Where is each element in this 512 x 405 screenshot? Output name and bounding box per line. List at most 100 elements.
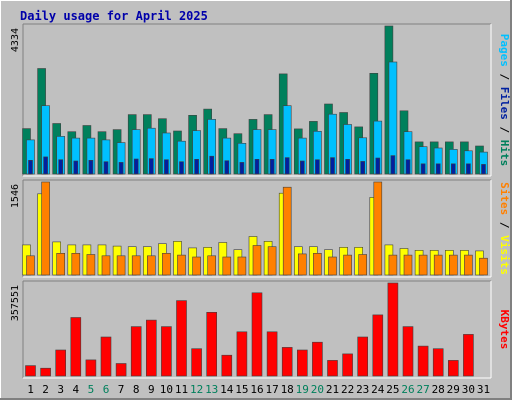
chart-title: Daily usage for April 2025: [20, 9, 208, 23]
panel-visits_sites: 1546 Sites / Visits: [10, 179, 511, 278]
bar-kbytes-day-26: [402, 326, 414, 377]
x-tick-day-7: 7: [118, 383, 125, 396]
bar-kbytes-day-28: [432, 348, 444, 377]
bar-kbytes-day-7: [115, 363, 127, 377]
x-tick-day-4: 4: [72, 383, 79, 396]
panel-hits_files_pages: 4334 Pages / Files / Hits: [10, 23, 511, 177]
bar-kbytes-day-24: [372, 314, 384, 377]
x-tick-day-17: 17: [265, 383, 278, 396]
side-label-part: /: [498, 215, 511, 235]
x-tick-day-16: 16: [250, 383, 263, 396]
x-tick-day-2: 2: [42, 383, 49, 396]
x-tick-day-22: 22: [341, 383, 354, 396]
bar-kbytes-day-15: [236, 331, 248, 377]
bar-sites-day-20: [313, 253, 322, 276]
bar-files-day-4: [73, 160, 79, 175]
bar-files-day-12: [194, 159, 199, 175]
x-tick-day-24: 24: [371, 383, 385, 396]
bar-sites-day-30: [464, 254, 473, 276]
x-tick-day-20: 20: [311, 383, 324, 396]
bar-kbytes-day-22: [342, 353, 353, 377]
bar-sites-day-8: [131, 255, 141, 276]
x-tick-day-28: 28: [432, 383, 445, 396]
bar-sites-day-27: [418, 254, 428, 276]
side-label-part: KBytes: [498, 310, 511, 350]
bar-sites-day-12: [192, 256, 201, 276]
bar-files-day-5: [88, 160, 94, 175]
panel-max-label: 1546: [10, 184, 21, 208]
bar-kbytes-day-13: [206, 311, 217, 377]
bar-files-day-29: [450, 163, 456, 175]
x-tick-day-27: 27: [416, 383, 429, 396]
bar-kbytes-day-2: [40, 367, 51, 377]
bar-sites-day-7: [116, 255, 126, 276]
bar-files-day-31: [481, 164, 486, 175]
bar-files-day-13: [209, 155, 214, 175]
x-tick-day-5: 5: [88, 383, 95, 396]
side-label-part: Visits: [498, 235, 511, 275]
bar-sites-day-18: [282, 186, 292, 276]
bar-kbytes-day-25: [387, 282, 399, 377]
bar-sites-day-31: [479, 257, 488, 276]
bar-kbytes-day-19: [296, 349, 308, 377]
bar-sites-day-23: [358, 254, 368, 276]
bar-files-day-27: [420, 163, 426, 175]
bar-sites-day-1: [26, 255, 35, 276]
bar-files-day-15: [239, 162, 245, 175]
side-label-part: Sites: [498, 182, 511, 215]
bar-sites-day-9: [147, 255, 156, 276]
bar-files-day-6: [103, 161, 109, 175]
bar-files-day-11: [179, 161, 184, 175]
side-label-part: /: [498, 120, 511, 140]
panel-side-label: KBytes: [498, 310, 511, 350]
bar-sites-day-13: [207, 255, 216, 276]
bar-files-day-23: [360, 161, 366, 175]
x-tick-day-18: 18: [281, 383, 294, 396]
bar-kbytes-day-10: [161, 326, 172, 377]
bar-sites-day-22: [343, 254, 352, 276]
bar-sites-day-24: [373, 181, 383, 276]
bar-sites-day-5: [86, 254, 96, 276]
bar-kbytes-day-14: [221, 354, 233, 377]
side-label-part: /: [498, 67, 511, 87]
bar-kbytes-day-3: [55, 349, 67, 377]
bar-kbytes-day-20: [312, 341, 323, 377]
x-tick-day-6: 6: [103, 383, 110, 396]
x-tick-day-29: 29: [447, 383, 460, 396]
bar-files-day-28: [435, 163, 441, 175]
bar-kbytes-day-17: [266, 331, 278, 377]
bar-kbytes-day-16: [251, 292, 263, 377]
x-tick-day-19: 19: [296, 383, 309, 396]
x-tick-labels: 1 2 3 4 5 6 7 8 9 10 11 12 13 14 15 16 17 18 19 20 21 22 23 24 2…: [27, 383, 490, 396]
bar-kbytes-day-23: [357, 336, 369, 377]
bar-files-day-16: [254, 159, 260, 175]
bar-sites-day-11: [177, 254, 186, 276]
bar-files-day-14: [224, 160, 230, 175]
panels-group: 4334 Pages / Files / Hits 1546 Sites / Visi…: [10, 23, 511, 379]
bar-kbytes-day-1: [25, 365, 36, 377]
x-tick-day-3: 3: [57, 383, 64, 396]
x-tick-day-9: 9: [148, 383, 155, 396]
bar-sites-day-16: [252, 245, 262, 276]
panel-max-label: 357551: [10, 285, 21, 321]
bar-files-day-19: [299, 160, 305, 175]
x-tick-day-11: 11: [175, 383, 188, 396]
bar-files-day-17: [269, 159, 275, 175]
x-tick-day-21: 21: [326, 383, 339, 396]
bar-kbytes-day-6: [100, 336, 112, 377]
bar-sites-day-25: [388, 254, 398, 276]
bar-kbytes-day-9: [146, 319, 157, 377]
bar-sites-day-15: [237, 256, 247, 276]
side-label-part: Hits: [498, 140, 511, 167]
x-tick-day-10: 10: [160, 383, 173, 396]
x-tick-day-13: 13: [205, 383, 218, 396]
bar-sites-day-14: [222, 256, 232, 276]
bar-sites-day-3: [56, 253, 66, 276]
panel-side-label: Pages / Files / Hits: [498, 34, 511, 167]
bar-kbytes-day-18: [281, 347, 293, 377]
side-label-part: Files: [498, 87, 511, 120]
panel-max-label: 4334: [10, 28, 21, 52]
bar-files-day-2: [43, 156, 48, 175]
